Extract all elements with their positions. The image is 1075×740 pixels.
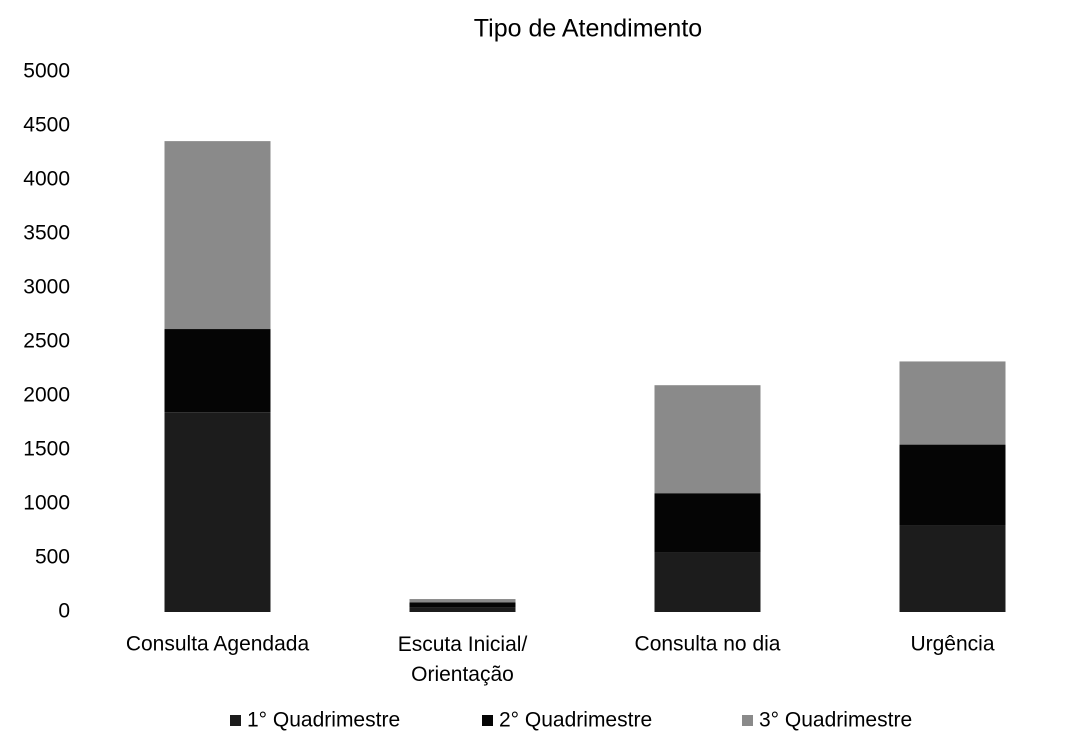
x-tick-label: Consulta Agendada bbox=[126, 633, 310, 656]
chart-title: Tipo de Atendimento bbox=[474, 15, 702, 43]
x-tick-label: Escuta Inicial/Orientação bbox=[398, 633, 528, 686]
bar-segment bbox=[409, 602, 516, 608]
bar-segment bbox=[899, 444, 1006, 526]
x-tick-label: Consulta no dia bbox=[635, 633, 781, 656]
y-tick-label: 0 bbox=[58, 600, 70, 623]
y-tick-label: 5000 bbox=[23, 60, 70, 83]
bar-segment bbox=[164, 141, 271, 330]
legend-label: 3° Quadrimestre bbox=[759, 709, 912, 732]
bar-segment bbox=[654, 385, 761, 494]
bar-segment bbox=[409, 607, 516, 612]
y-tick-label: 500 bbox=[35, 546, 70, 569]
bar-segment bbox=[654, 552, 761, 612]
bar-segment bbox=[899, 525, 1006, 612]
legend-label: 1° Quadrimestre bbox=[247, 709, 400, 732]
y-tick-label: 2500 bbox=[23, 330, 70, 353]
legend-swatch bbox=[482, 715, 493, 726]
y-tick-label: 1000 bbox=[23, 492, 70, 515]
y-tick-label: 4500 bbox=[23, 114, 70, 137]
bar-segment bbox=[409, 599, 516, 603]
y-tick-label: 1500 bbox=[23, 438, 70, 461]
legend-swatch bbox=[230, 715, 241, 726]
y-tick-label: 3000 bbox=[23, 276, 70, 299]
bar-segment bbox=[164, 329, 271, 413]
x-tick-label: Urgência bbox=[910, 633, 994, 656]
bar-segment bbox=[164, 412, 271, 612]
bar-segment bbox=[654, 493, 761, 553]
legend-label: 2° Quadrimestre bbox=[499, 709, 652, 732]
bar-segment bbox=[899, 361, 1006, 445]
y-tick-label: 3500 bbox=[23, 222, 70, 245]
y-tick-label: 2000 bbox=[23, 384, 70, 407]
y-tick-label: 4000 bbox=[23, 168, 70, 191]
legend-swatch bbox=[742, 715, 753, 726]
